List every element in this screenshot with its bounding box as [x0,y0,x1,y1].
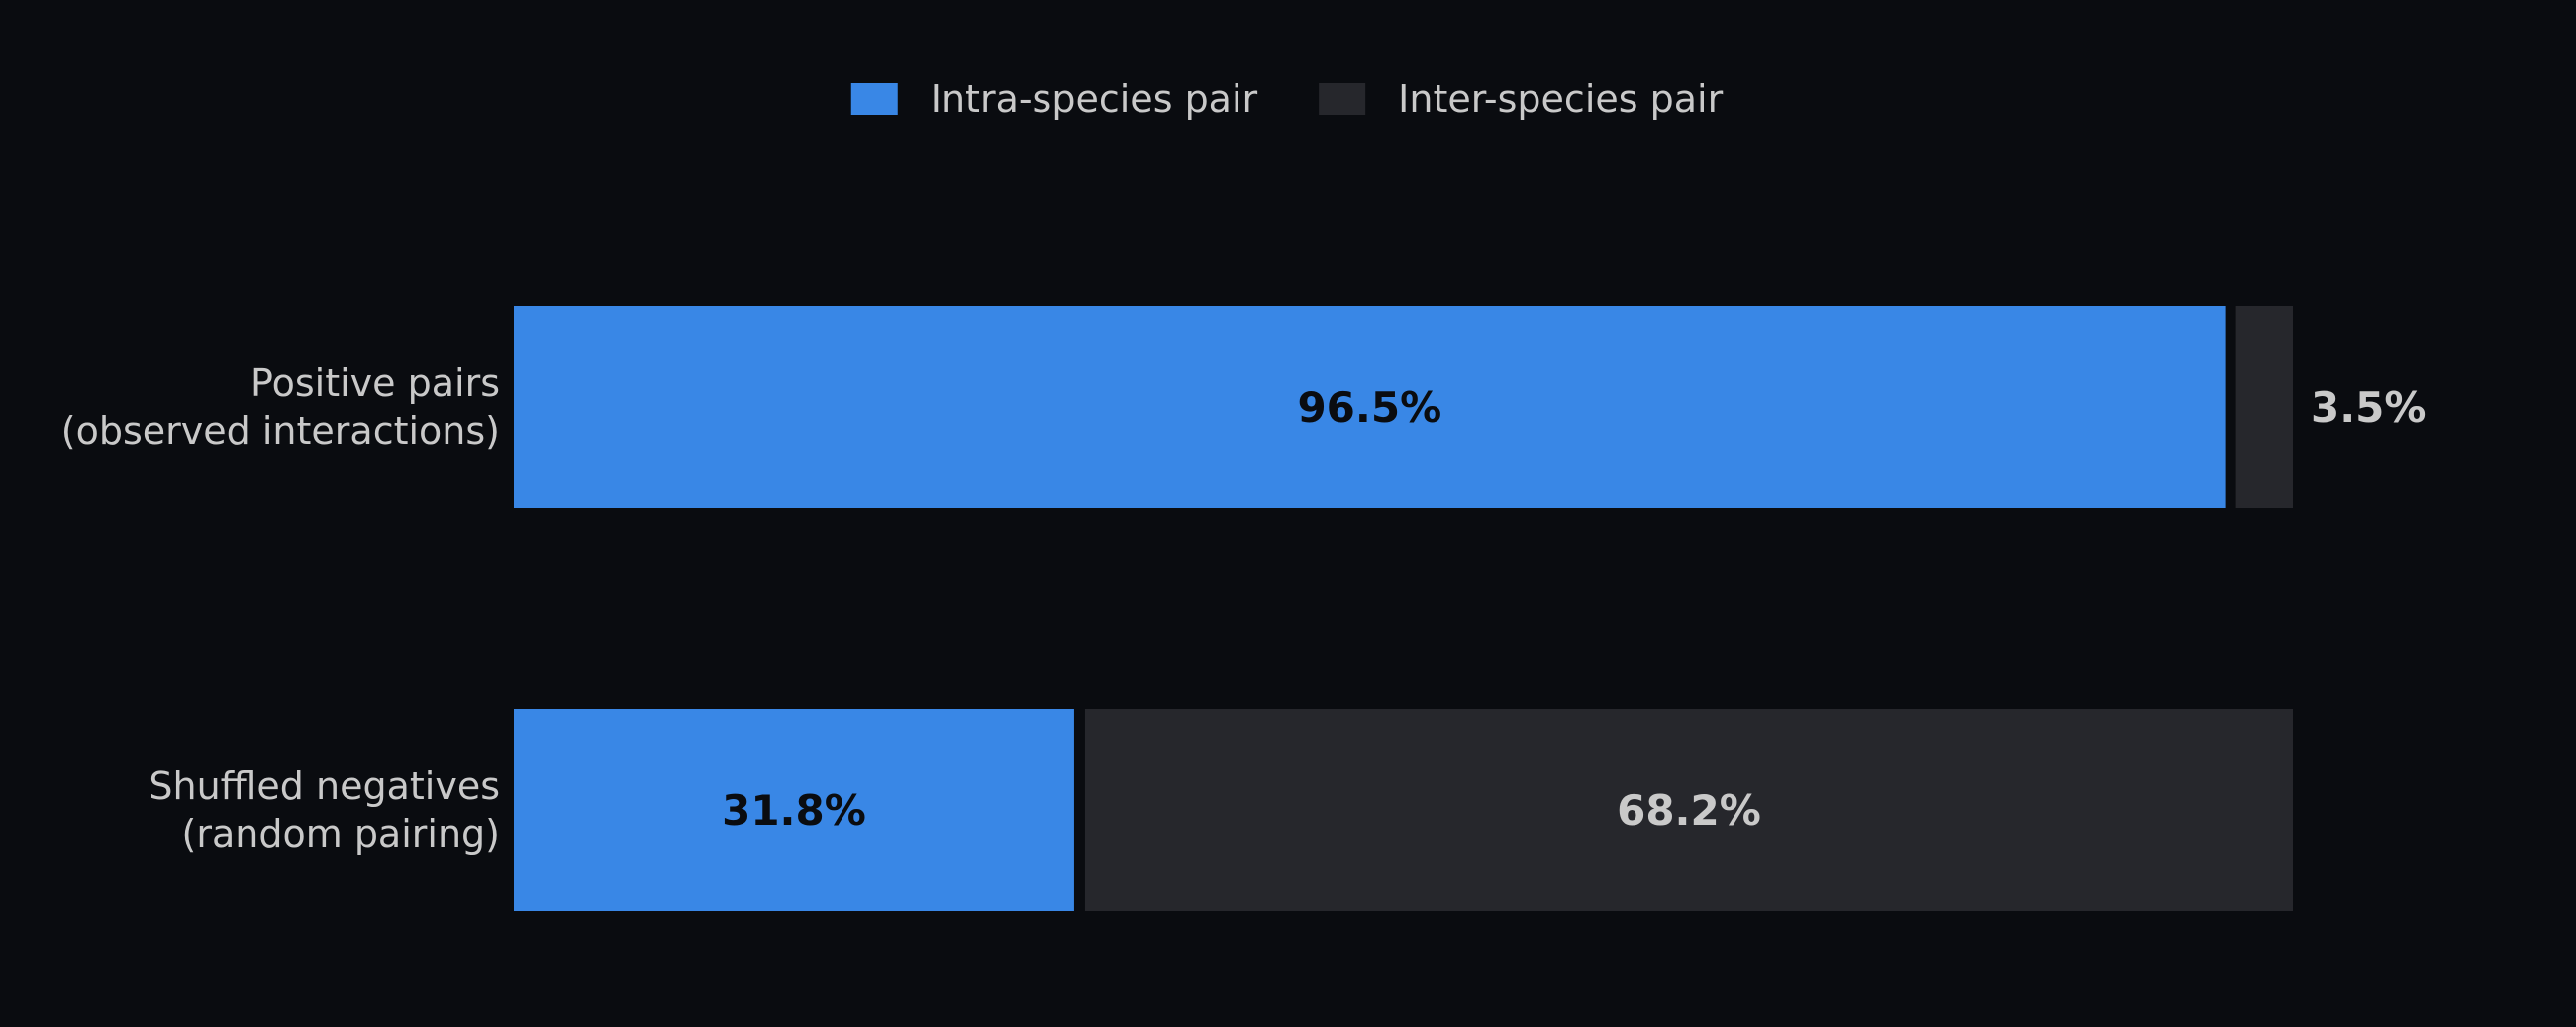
bar-segment [1084,709,2293,911]
bars [514,306,2293,911]
legend-label: Intra-species pair [931,77,1258,121]
legend-swatch [1319,83,1366,115]
value-labels: 96.5% 3.5% 31.8% 68.2% [722,383,2426,835]
legend-label: Inter-species pair [1398,77,1723,121]
legend-swatch [850,83,898,115]
category-axis-labels: Positive pairs(observed interactions) Shu… [61,361,500,856]
category-label: Positive pairs [250,361,500,405]
bar-segment [514,306,2226,508]
legend: Intra-species pair Inter-species pair [850,77,1724,121]
value-label: 31.8% [722,786,866,835]
value-label: 3.5% [2311,383,2426,432]
category-label: (observed interactions) [61,409,500,453]
value-label: 68.2% [1617,786,1761,835]
category-label: (random pairing) [182,812,500,856]
category-label: Shuffled negatives [149,765,500,808]
value-label: 96.5% [1297,383,1441,432]
bar-segment [514,709,1074,911]
bar-segment [2235,306,2293,508]
